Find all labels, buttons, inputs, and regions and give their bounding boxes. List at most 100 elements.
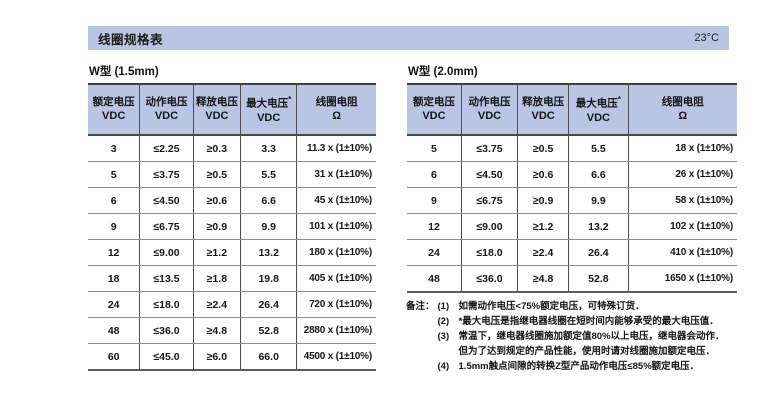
note-text: 如需动作电压<75%额定电压，可特殊订货．	[458, 301, 645, 312]
value-cell: 26.4	[568, 239, 629, 266]
value-cell: 5.5	[568, 135, 629, 162]
value-cell: 9.9	[568, 187, 629, 214]
value-cell: ≥0.5	[192, 161, 241, 188]
value-cell: ≥4.8	[517, 265, 569, 292]
value-cell: 9.9	[240, 213, 297, 240]
value-cell: 13.2	[568, 213, 629, 240]
value-cell: ≥2.4	[517, 239, 569, 266]
resistance-cell: 18 x (1±10%)	[627, 135, 737, 162]
table-row: 5 ≤3.75 ≥0.5 5.5 31 x (1±10%)	[88, 161, 376, 188]
value-cell: 3	[88, 135, 140, 162]
notes-list: (1) 如需动作电压<75%额定电压，可特殊订货． (2) *最大电压是指继电器线圈在…	[438, 299, 756, 374]
value-cell: ≤2.25	[139, 135, 194, 162]
note-number: (4)	[437, 361, 450, 372]
table-row: 6 ≤4.50 ≥0.6 6.6 26 x (1±10%)	[407, 161, 737, 188]
coil-spec-table-w1-5mm: 额定电压 VDC 动作电压 VDC 释放电压 VDC 最大电压* VDC 线圈电阻 Ω 3 ≤2.25…	[88, 83, 376, 371]
value-cell: 9	[88, 213, 140, 240]
notes-label: 备注：	[406, 301, 435, 312]
value-cell: 52.8	[240, 317, 297, 344]
value-cell: ≤13.5	[139, 265, 194, 292]
header-row: 额定电压 VDC 动作电压 VDC 释放电压 VDC 最大电压* VDC 线圈电阻 Ω	[407, 84, 737, 136]
note-item: (2) *最大电压是指继电器线圈在短时间内能够承受的最大电压值．	[438, 314, 756, 329]
resistance-cell: 4500 x (1±10%)	[296, 343, 376, 370]
column-header: 最大电压* VDC	[568, 84, 629, 136]
value-cell: 12	[407, 213, 462, 240]
resistance-cell: 26 x (1±10%)	[627, 161, 737, 188]
column-header: 释放电压 VDC	[192, 84, 241, 136]
value-cell: ≥0.6	[517, 161, 569, 188]
value-cell: ≤45.0	[139, 343, 194, 370]
resistance-cell: 102 x (1±10%)	[627, 213, 737, 240]
table-row: 9 ≤6.75 ≥0.9 9.9 101 x (1±10%)	[88, 213, 376, 240]
table-row: 24 ≤18.0 ≥2.4 26.4 410 x (1±10%)	[407, 239, 737, 266]
table-row: 5 ≤3.75 ≥0.5 5.5 18 x (1±10%)	[407, 135, 737, 162]
table-row: 48 ≤36.0 ≥4.8 52.8 1650 x (1±10%)	[407, 265, 737, 292]
value-cell: ≤6.75	[139, 213, 194, 240]
value-cell: 6	[407, 161, 462, 188]
temperature-label: 23°C	[694, 32, 719, 44]
value-cell: 26.4	[240, 291, 297, 318]
resistance-cell: 720 x (1±10%)	[296, 291, 376, 318]
note-text: *最大电压是指继电器线圈在短时间内能够承受的最大电压值．	[458, 316, 719, 327]
value-cell: ≤3.75	[139, 161, 194, 188]
resistance-cell: 11.3 x (1±10%)	[296, 135, 376, 162]
table-row: 3 ≤2.25 ≥0.3 3.3 11.3 x (1±10%)	[88, 135, 376, 162]
resistance-cell: 58 x (1±10%)	[627, 187, 737, 214]
value-cell: ≤6.75	[460, 187, 518, 214]
resistance-cell: 101 x (1±10%)	[296, 213, 376, 240]
note-number: (2)	[437, 316, 450, 327]
value-cell: ≤36.0	[139, 317, 194, 344]
coil-table-section-w1-5mm: W型 (1.5mm) 额定电压 VDC 动作电压 VDC 释放电压 VDC 最大电压* VDC…	[88, 63, 376, 371]
value-cell: ≤4.50	[460, 161, 518, 188]
value-cell: 5	[407, 135, 462, 162]
value-cell: 19.8	[240, 265, 297, 292]
value-cell: 66.0	[240, 343, 297, 370]
resistance-cell: 31 x (1±10%)	[296, 161, 376, 188]
value-cell: ≥0.3	[192, 135, 241, 162]
value-cell: ≤4.50	[139, 187, 194, 214]
column-header: 线圈电阻 Ω	[296, 84, 376, 136]
value-cell: 18	[88, 265, 140, 292]
value-cell: ≥0.9	[517, 187, 569, 214]
value-cell: ≥0.6	[192, 187, 241, 214]
column-header: 动作电压 VDC	[460, 84, 518, 136]
value-cell: ≤36.0	[460, 265, 518, 292]
value-cell: 3.3	[240, 135, 297, 162]
table-row: 18 ≤13.5 ≥1.8 19.8 405 x (1±10%)	[88, 265, 376, 292]
table-row: 24 ≤18.0 ≥2.4 26.4 720 x (1±10%)	[88, 291, 376, 318]
value-cell: ≥0.5	[517, 135, 569, 162]
table-row: 6 ≤4.50 ≥0.6 6.6 45 x (1±10%)	[88, 187, 376, 214]
value-cell: ≤18.0	[460, 239, 518, 266]
value-cell: ≥4.8	[192, 317, 241, 344]
value-cell: ≥1.8	[192, 265, 241, 292]
value-cell: ≥1.2	[517, 213, 569, 240]
column-header: 额定电压 VDC	[407, 84, 462, 136]
table-row: 60 ≤45.0 ≥6.0 66.0 4500 x (1±10%)	[88, 343, 376, 370]
value-cell: ≥0.9	[192, 213, 241, 240]
header-row: 额定电压 VDC 动作电压 VDC 释放电压 VDC 最大电压* VDC 线圈电阻 Ω	[88, 84, 376, 136]
notes-section: 备注： (1) 如需动作电压<75%额定电压，可特殊订货． (2) *最大电压是指继电…	[406, 299, 756, 374]
value-cell: 5	[88, 161, 140, 188]
column-header: 额定电压 VDC	[88, 84, 140, 136]
note-number: (1)	[437, 301, 450, 312]
value-cell: ≥2.4	[192, 291, 241, 318]
value-cell: 6.6	[568, 161, 629, 188]
value-cell: 60	[107, 350, 120, 363]
value-cell: 9	[407, 187, 462, 214]
column-header: 释放电压 VDC	[517, 84, 569, 136]
table-title-w2-0mm: W型 (2.0mm)	[408, 66, 478, 78]
value-cell: 13.2	[240, 239, 297, 266]
value-cell: 52.8	[568, 265, 629, 292]
note-item: (4) 1.5mm触点间隙的转换Z型产品动作电压≤85%额定电压．	[438, 359, 756, 374]
value-cell: 48	[88, 317, 140, 344]
value-cell: ≤9.00	[139, 239, 194, 266]
note-number: (3)	[437, 331, 450, 342]
coil-table-section-w2-0mm: W型 (2.0mm) 额定电压 VDC 动作电压 VDC 释放电压 VDC 最大电压* VDC…	[407, 63, 737, 293]
title-bar: 线圈规格表 23°C	[88, 26, 729, 50]
note-text: 1.5mm触点间隙的转换Z型产品动作电压≤85%额定电压．	[458, 361, 700, 372]
column-header: 动作电压 VDC	[139, 84, 194, 136]
note-item: (3) 常温下，继电器线圈施加额定值80%以上电压，继电器会动作． 但为了达到规定…	[438, 329, 756, 359]
value-cell: ≤3.75	[460, 135, 518, 162]
coil-spec-table-w2-0mm: 额定电压 VDC 动作电压 VDC 释放电压 VDC 最大电压* VDC 线圈电阻 Ω 5 ≤3.75…	[407, 83, 737, 293]
